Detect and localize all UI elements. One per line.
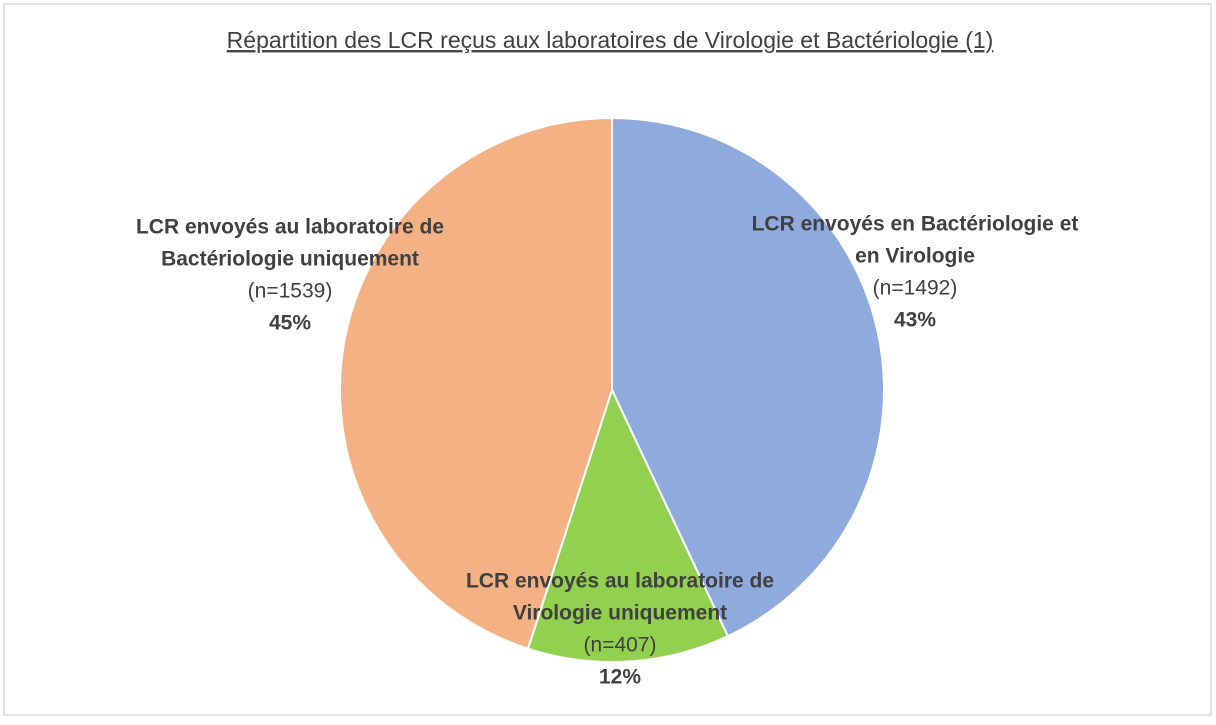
slice-category-label: LCR envoyés en Bactériologie et bbox=[752, 213, 1079, 236]
chart-title: Répartition des LCR reçus aux laboratoir… bbox=[227, 27, 994, 53]
slice-value-label: 45% bbox=[269, 312, 311, 335]
slice-category-label: LCR envoyés au laboratoire de bbox=[466, 570, 774, 593]
slice-count-label: (n=407) bbox=[584, 634, 657, 657]
slice-category-label: en Virologie bbox=[855, 245, 975, 268]
chart-border bbox=[3, 3, 1212, 716]
slice-value-label: 12% bbox=[599, 666, 641, 689]
pie-slice bbox=[339, 116, 613, 650]
slice-category-label: Bactériologie uniquement bbox=[161, 248, 419, 271]
slice-count-label: (n=1539) bbox=[248, 280, 333, 303]
slice-count-label: (n=1492) bbox=[873, 277, 958, 300]
slice-category-label: Virologie uniquement bbox=[513, 602, 727, 625]
pie-slice bbox=[611, 116, 885, 638]
slice-category-label: LCR envoyés au laboratoire de bbox=[136, 216, 444, 239]
pie-slice bbox=[526, 387, 730, 663]
slice-value-label: 43% bbox=[894, 309, 936, 332]
